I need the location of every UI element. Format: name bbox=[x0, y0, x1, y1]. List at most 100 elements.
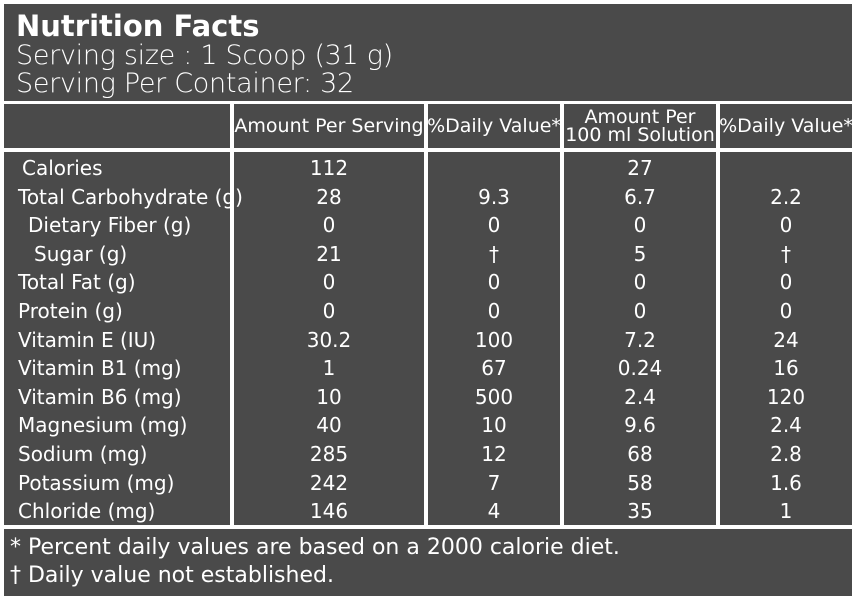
daily-value-serving: 67 bbox=[481, 356, 507, 381]
column-amount-per-100ml bbox=[564, 152, 716, 525]
header-amount-per-100ml-line1: Amount Per bbox=[584, 106, 696, 128]
table-row: Magnesium (mg) 40 10 9.6 2.4 bbox=[0, 411, 856, 440]
table-row: Total Fat (g) 0 0 0 0 bbox=[0, 268, 856, 297]
daily-value-100ml: 24 bbox=[773, 327, 799, 352]
column-daily-value-serving bbox=[428, 152, 560, 525]
daily-value-serving: 500 bbox=[474, 384, 514, 409]
daily-value-serving: 0 bbox=[487, 213, 501, 238]
header-amount-per-100ml-line2: 100 ml Solution bbox=[565, 124, 715, 146]
amount-per-100ml: 35 bbox=[627, 499, 653, 524]
daily-value-100ml: 2.4 bbox=[770, 413, 802, 438]
amount-per-100ml: 68 bbox=[627, 442, 653, 466]
daily-value-100ml: 0 bbox=[779, 270, 793, 295]
title-panel: Nutrition Facts Serving size : 1 Scoop (… bbox=[4, 4, 852, 101]
table-row: Chloride (mg) 146 4 35 1 bbox=[0, 497, 856, 526]
amount-per-serving: 242 bbox=[309, 470, 349, 495]
table-row: Vitamin B6 (mg) 10 500 2.4 120 bbox=[0, 383, 856, 412]
amount-per-100ml: 7.2 bbox=[624, 327, 656, 352]
amount-per-100ml: 9.6 bbox=[624, 413, 656, 438]
daily-value-serving: † bbox=[489, 241, 499, 266]
amount-per-serving: 112 bbox=[309, 156, 349, 180]
daily-value-serving: 9.3 bbox=[478, 184, 510, 209]
table-row: Potassium (mg) 242 7 58 1.6 bbox=[0, 469, 856, 498]
column-daily-value-100ml bbox=[720, 152, 852, 525]
amount-per-100ml: 0 bbox=[633, 213, 647, 238]
footnote-panel: * Percent daily values are based on a 20… bbox=[4, 529, 852, 596]
daily-value-serving bbox=[428, 154, 560, 183]
nutrient-name: Vitamin B1 (mg) bbox=[18, 356, 182, 381]
daily-value-serving: 7 bbox=[487, 470, 501, 495]
amount-per-serving: 285 bbox=[309, 442, 349, 466]
amount-per-100ml: 5 bbox=[633, 241, 647, 266]
amount-per-serving: 21 bbox=[316, 241, 342, 266]
table-row: Calories 112 27 bbox=[0, 154, 856, 183]
table-row: Sugar (g) 21 † 5 † bbox=[0, 240, 856, 269]
nutrient-name: Potassium (mg) bbox=[18, 470, 175, 495]
amount-per-serving: 28 bbox=[316, 184, 342, 209]
nutrient-name: Sugar (g) bbox=[34, 241, 128, 266]
amount-per-100ml: 6.7 bbox=[624, 184, 656, 209]
header-amount-per-serving-text: Amount Per Serving bbox=[234, 115, 424, 137]
daily-value-serving: 100 bbox=[474, 327, 514, 352]
daily-value-100ml: 1 bbox=[779, 499, 793, 524]
table-row: Vitamin B1 (mg) 1 67 0.24 16 bbox=[0, 354, 856, 383]
daily-value-serving: 12 bbox=[481, 442, 507, 466]
daily-value-serving: 0 bbox=[487, 299, 501, 323]
nutrient-name: Dietary Fiber (g) bbox=[28, 213, 192, 238]
header-amount-per-serving: Amount Per Serving bbox=[234, 104, 424, 148]
amount-per-serving: 146 bbox=[309, 499, 349, 524]
amount-per-serving: 0 bbox=[322, 270, 336, 295]
nutrient-name: Chloride (mg) bbox=[18, 499, 156, 524]
daily-value-100ml: 1.6 bbox=[770, 470, 802, 495]
nutrient-name: Vitamin E (IU) bbox=[18, 327, 157, 352]
header-amount-per-100ml: Amount Per 100 ml Solution bbox=[564, 104, 716, 148]
daily-value-serving: 10 bbox=[481, 413, 507, 438]
daily-value-100ml: 0 bbox=[779, 213, 793, 238]
amount-per-100ml: 58 bbox=[627, 470, 653, 495]
header-daily-value-100ml-text: %Daily Value* bbox=[719, 115, 853, 137]
header-daily-value-serving: %Daily Value* bbox=[427, 104, 561, 148]
amount-per-serving: 1 bbox=[322, 356, 336, 381]
amount-per-serving: 30.2 bbox=[306, 327, 352, 352]
nutrient-name: Calories bbox=[22, 156, 103, 180]
nutrient-name: Total Carbohydrate (g) bbox=[18, 184, 243, 209]
amount-per-serving: 0 bbox=[322, 213, 336, 238]
daily-value-100ml: 2.2 bbox=[770, 184, 802, 209]
nutrient-name: Vitamin B6 (mg) bbox=[18, 384, 182, 409]
header-nutrient-blank bbox=[4, 104, 230, 148]
nutrient-name: Sodium (mg) bbox=[18, 442, 148, 466]
daily-value-serving: 0 bbox=[487, 270, 501, 295]
label-title: Nutrition Facts bbox=[16, 9, 260, 43]
serving-size: Serving size : 1 Scoop (31 g) bbox=[16, 40, 393, 71]
amount-per-100ml: 2.4 bbox=[624, 384, 656, 409]
amount-per-serving: 10 bbox=[316, 384, 342, 409]
table-row: Total Carbohydrate (g) 28 9.3 6.7 2.2 bbox=[0, 183, 856, 212]
amount-per-100ml: 27 bbox=[627, 156, 653, 180]
table-row: Protein (g) 0 0 0 0 bbox=[0, 297, 856, 326]
table-row: Vitamin E (IU) 30.2 100 7.2 24 bbox=[0, 326, 856, 355]
amount-per-100ml: 0 bbox=[633, 270, 647, 295]
daily-value-100ml: 120 bbox=[766, 384, 806, 409]
amount-per-serving: 40 bbox=[316, 413, 342, 438]
amount-per-100ml: 0 bbox=[633, 299, 647, 323]
amount-per-100ml: 0.24 bbox=[617, 356, 663, 381]
nutrient-name: Magnesium (mg) bbox=[18, 413, 188, 438]
header-daily-value-serving-text: %Daily Value* bbox=[427, 115, 561, 137]
header-daily-value-100ml: %Daily Value* bbox=[719, 104, 853, 148]
footnote-dagger: † Daily value not established. bbox=[10, 563, 334, 588]
table-row: Sodium (mg) 285 12 68 2.8 bbox=[0, 440, 856, 469]
column-amount-per-serving bbox=[234, 152, 424, 525]
daily-value-serving: 4 bbox=[487, 499, 501, 524]
daily-value-100ml: † bbox=[781, 241, 791, 266]
table-row: Dietary Fiber (g) 0 0 0 0 bbox=[0, 211, 856, 240]
footnote-percent: * Percent daily values are based on a 20… bbox=[10, 535, 620, 560]
amount-per-serving: 0 bbox=[322, 299, 336, 323]
daily-value-100ml: 2.8 bbox=[770, 442, 802, 466]
nutrient-name: Protein (g) bbox=[18, 299, 123, 323]
column-nutrient bbox=[4, 152, 230, 525]
servings-per-container: Serving Per Container: 32 bbox=[16, 68, 354, 99]
daily-value-100ml: 0 bbox=[779, 299, 793, 323]
nutrient-name: Total Fat (g) bbox=[18, 270, 136, 295]
daily-value-100ml bbox=[720, 154, 852, 183]
